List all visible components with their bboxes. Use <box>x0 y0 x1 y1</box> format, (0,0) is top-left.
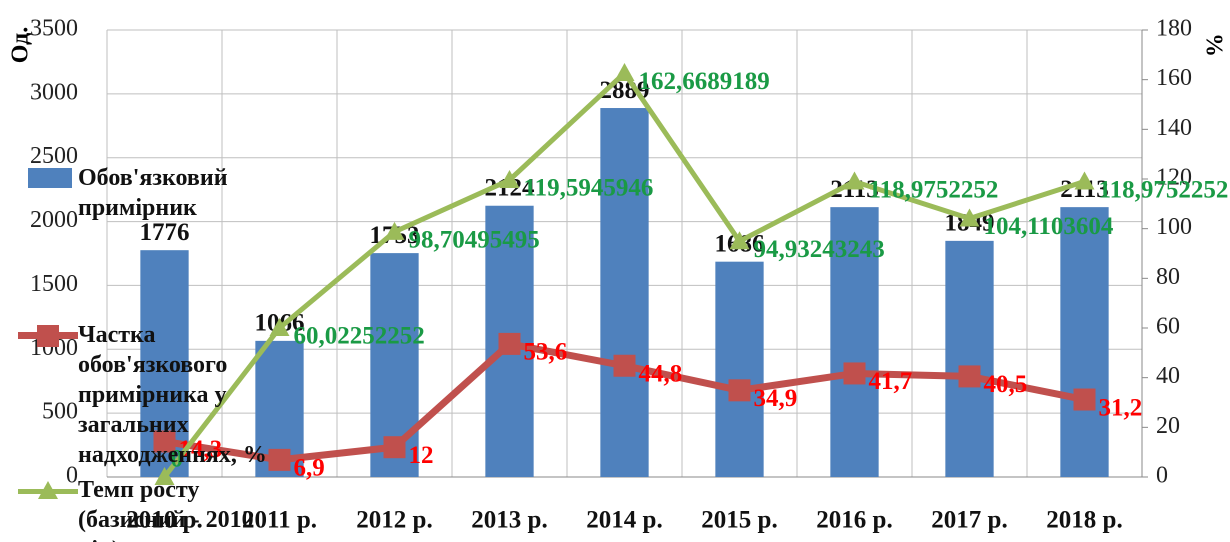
bar <box>1060 207 1109 477</box>
y-axis-label: Од. <box>8 27 34 64</box>
line-value-label: 6,9 <box>294 455 325 482</box>
marker <box>268 448 291 471</box>
line-value-label: 53,6 <box>524 339 568 366</box>
line-value-label: 98,70495495 <box>409 227 540 254</box>
marker <box>1074 171 1095 190</box>
marker <box>384 221 405 240</box>
marker <box>154 467 175 485</box>
x-tick-label: 2010 р. <box>126 507 202 534</box>
marker <box>613 354 636 377</box>
legend-entry: Частка обов'язкового примірника у загаль… <box>18 320 318 470</box>
legend-entry: Темп росту (базисний - 2010 рік) <box>18 475 318 542</box>
line-value-label: 118,9752252 <box>869 176 999 203</box>
y2-tick-label: 80 <box>1156 264 1180 290</box>
legend-swatch <box>18 163 78 193</box>
marker <box>269 317 290 336</box>
y-tick-label: 3500 <box>30 16 78 42</box>
line-value-label: 0 <box>171 446 184 473</box>
marker <box>843 362 866 385</box>
marker <box>499 170 520 189</box>
bar <box>945 240 994 477</box>
line-value-label: 41,7 <box>869 368 913 395</box>
y2-tick-label: 0 <box>1156 463 1168 489</box>
line-value-label: 118,9752252 <box>1099 176 1229 203</box>
marker <box>498 332 521 355</box>
x-tick-label: 2017 р. <box>931 507 1007 534</box>
marker <box>729 231 750 250</box>
line-value-label: 40,5 <box>984 371 1028 398</box>
line-value-label: 12 <box>409 442 434 469</box>
bar <box>600 108 649 477</box>
marker <box>844 171 865 190</box>
bar-value-label: 1776 <box>140 219 190 246</box>
y-tick-label: 0 <box>66 463 78 489</box>
y2-tick-label: 40 <box>1156 363 1180 389</box>
y2-tick-label: 140 <box>1156 115 1192 141</box>
legend-swatch <box>18 320 78 350</box>
y-tick-label: 500 <box>42 399 78 425</box>
y2-tick-label: 180 <box>1156 16 1192 42</box>
y2-tick-label: 120 <box>1156 165 1192 191</box>
marker <box>614 63 635 82</box>
y-tick-label: 2000 <box>30 207 78 233</box>
bar <box>830 207 879 477</box>
legend-entry: Обов'язковий примірник <box>18 163 318 223</box>
x-tick-label: 2014 р. <box>586 507 662 534</box>
x-tick-label: 2018 р. <box>1046 507 1122 534</box>
y2-tick-label: 160 <box>1156 65 1192 91</box>
marker <box>1073 388 1096 411</box>
line-value-label: 104,1103604 <box>984 213 1114 240</box>
legend-label: Темп росту (базисний - 2010 рік) <box>78 477 254 542</box>
y2-tick-label: 20 <box>1156 413 1180 439</box>
y2-axis-label: % <box>1200 33 1226 57</box>
marker <box>383 436 406 459</box>
y2-tick-label: 100 <box>1156 214 1192 240</box>
line-value-label: 119,5945946 <box>524 175 654 202</box>
y2-tick-label: 60 <box>1156 314 1180 340</box>
line-value-label: 44,8 <box>639 360 683 387</box>
line-value-label: 162,6689189 <box>639 68 770 95</box>
legend-label: Частка обов'язкового примірника у загаль… <box>78 322 267 468</box>
line-value-label: 94,93243243 <box>754 236 885 263</box>
marker <box>728 379 751 402</box>
y-tick-label: 3000 <box>30 79 78 105</box>
legend-label: Обов'язковий примірник <box>78 165 228 221</box>
y-tick-label: 2500 <box>30 143 78 169</box>
x-tick-label: 2011 р. <box>242 507 317 534</box>
bar <box>715 261 764 477</box>
line-value-label: 34,9 <box>754 385 798 412</box>
x-tick-label: 2015 р. <box>701 507 777 534</box>
x-tick-label: 2016 р. <box>816 507 892 534</box>
marker <box>153 430 176 453</box>
legend-swatch <box>18 475 78 505</box>
marker <box>958 365 981 388</box>
x-tick-label: 2012 р. <box>356 507 432 534</box>
x-tick-label: 2013 р. <box>471 507 547 534</box>
y-tick-label: 1500 <box>30 271 78 297</box>
line-value-label: 60,02252252 <box>294 323 425 350</box>
marker <box>959 208 980 227</box>
line-value-label: 31,2 <box>1099 394 1143 421</box>
grid <box>106 29 1143 478</box>
